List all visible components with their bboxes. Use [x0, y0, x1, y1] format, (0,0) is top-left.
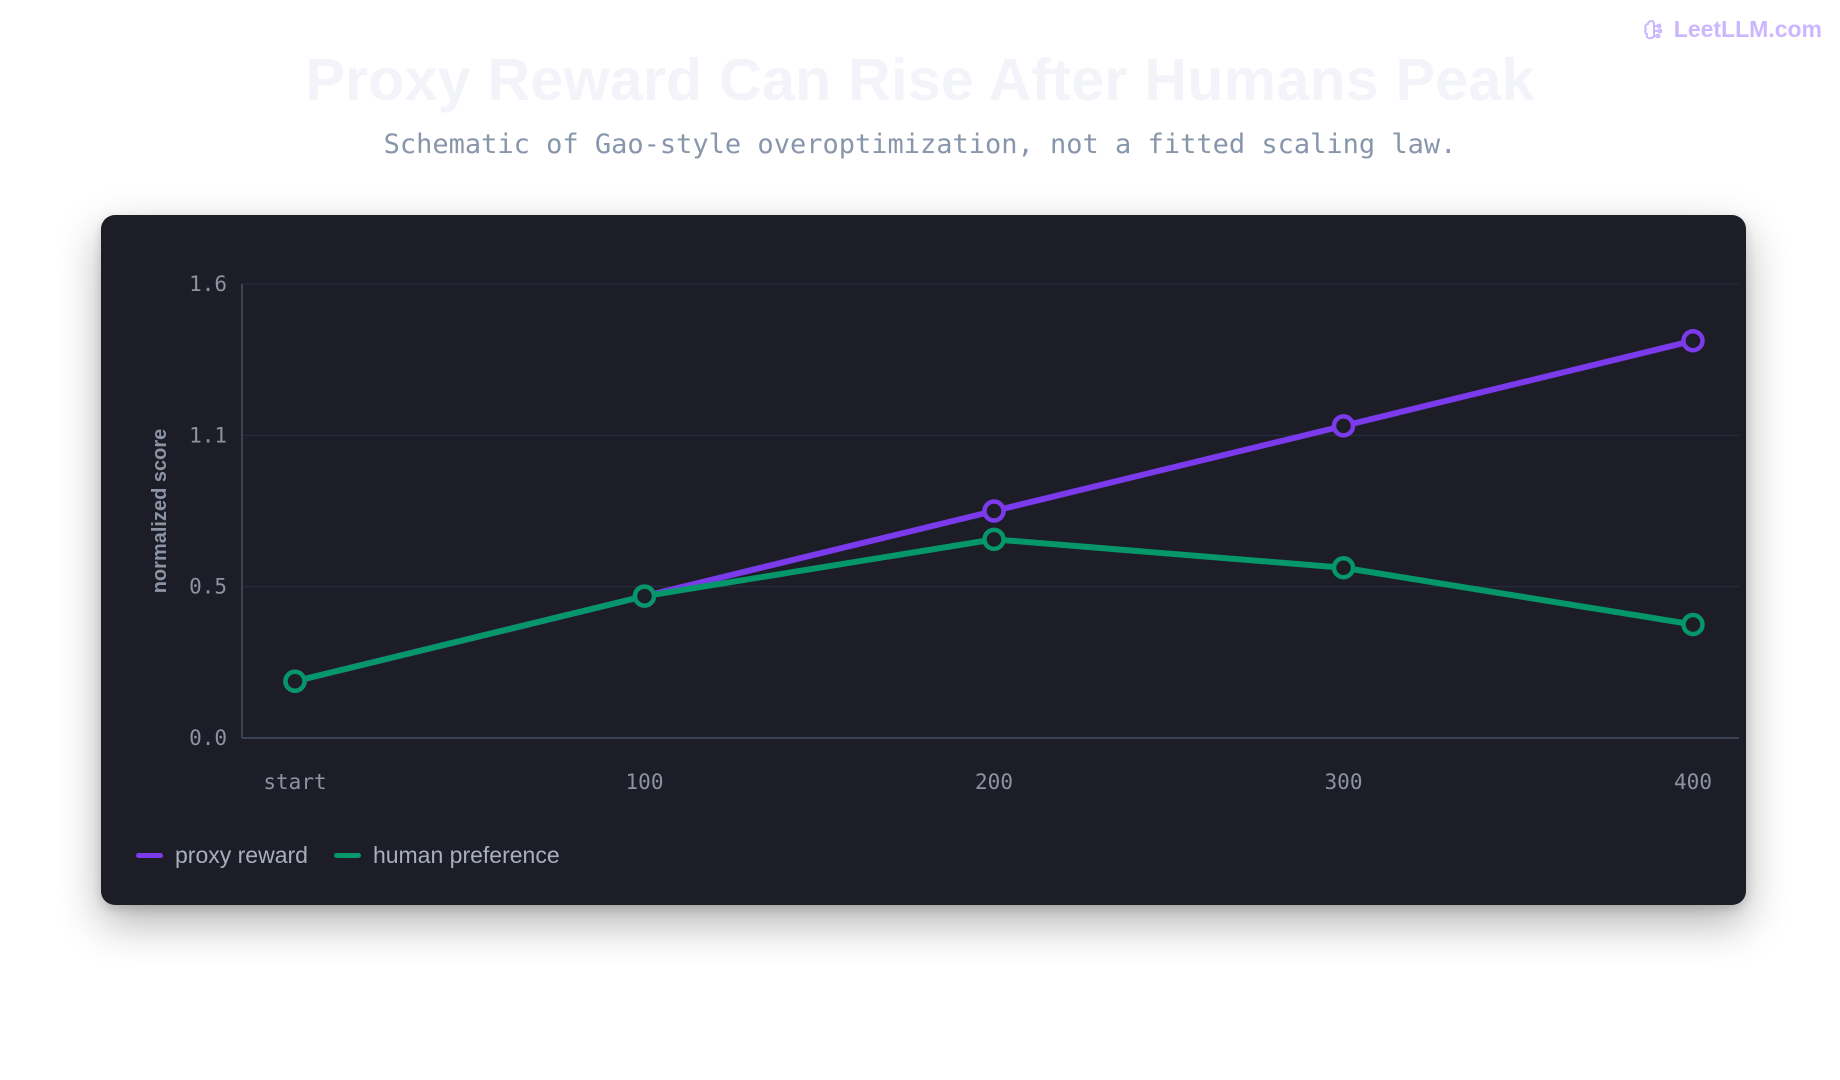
chart-title: Proxy Reward Can Rise After Humans Peak — [305, 47, 1535, 113]
x-tick-label: 100 — [626, 770, 664, 794]
gridlines — [242, 283, 1739, 588]
y-tick-label: 0.0 — [189, 726, 227, 750]
data-point — [1331, 414, 1356, 438]
brand-logo[interactable]: LeetLLM.com — [1642, 16, 1822, 43]
y-tick-label: 1.1 — [189, 423, 227, 447]
data-point — [632, 584, 657, 608]
chart-subtitle: Schematic of Gao-style overoptimization,… — [383, 129, 1457, 160]
legend-item-human-preference[interactable]: human preference — [333, 842, 560, 869]
chart-legend: proxy reward human preference — [136, 842, 586, 869]
data-point — [1681, 329, 1705, 353]
x-tick-label: 400 — [1674, 770, 1712, 794]
brain-icon — [1642, 18, 1666, 42]
x-tick-label: 200 — [975, 770, 1013, 794]
data-point — [982, 527, 1006, 552]
series-line-human-preference — [292, 536, 1696, 685]
legend-item-proxy-reward[interactable]: proxy reward — [136, 842, 308, 869]
y-axis-title: normalized score — [149, 429, 171, 594]
series-points-proxy-reward — [283, 329, 1705, 693]
x-axis-ticks: start 100 200 300 400 — [263, 770, 1712, 794]
legend-label-proxy-reward: proxy reward — [175, 842, 308, 868]
data-point — [283, 669, 307, 693]
series-points-human-preference — [283, 527, 1705, 693]
legend-swatch-human-preference — [333, 853, 361, 858]
legend-label-human-preference: human preference — [372, 842, 560, 868]
line-chart: 0.0 0.5 1.1 1.6 normalized score start 100 200 3… — [149, 272, 1739, 794]
brand-name: LeetLLM.com — [1673, 16, 1822, 42]
chart-card: 0.0 0.5 1.1 1.6 normalized score start 100 200 3… — [101, 215, 1746, 905]
data-point — [1331, 556, 1356, 580]
y-tick-label: 0.5 — [189, 575, 227, 599]
x-tick-label: start — [263, 770, 326, 794]
y-axis-ticks: 0.0 0.5 1.1 1.6 — [189, 272, 227, 750]
y-tick-label: 1.6 — [189, 272, 227, 296]
legend-swatch-proxy-reward — [136, 853, 163, 858]
x-tick-label: 300 — [1325, 770, 1363, 794]
data-point — [982, 499, 1006, 523]
data-point — [1681, 612, 1705, 637]
